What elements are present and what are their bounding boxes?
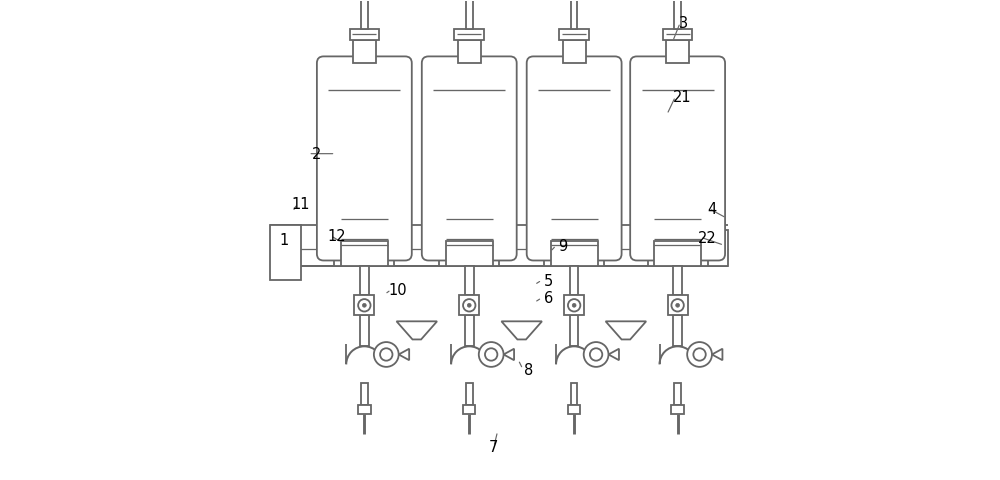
Bar bbox=[674, 383, 681, 406]
Polygon shape bbox=[712, 349, 722, 360]
Bar bbox=[358, 406, 371, 414]
Bar bbox=[361, 0, 368, 30]
Bar bbox=[341, 241, 388, 266]
Text: 22: 22 bbox=[698, 230, 717, 245]
Bar bbox=[559, 30, 589, 41]
Polygon shape bbox=[397, 322, 437, 340]
Text: 9: 9 bbox=[558, 238, 568, 253]
Bar bbox=[465, 316, 474, 347]
Circle shape bbox=[584, 342, 608, 367]
Bar bbox=[446, 241, 493, 266]
Bar bbox=[570, 316, 578, 347]
Bar bbox=[654, 241, 701, 266]
Circle shape bbox=[693, 348, 706, 361]
Bar bbox=[466, 0, 473, 30]
Bar bbox=[353, 41, 376, 64]
Bar bbox=[360, 316, 369, 347]
Bar bbox=[350, 30, 379, 41]
Circle shape bbox=[590, 348, 602, 361]
Bar bbox=[563, 41, 586, 64]
Text: 2: 2 bbox=[312, 147, 321, 162]
Bar bbox=[671, 406, 684, 414]
Polygon shape bbox=[608, 349, 619, 360]
Text: 6: 6 bbox=[544, 290, 553, 306]
Bar bbox=[458, 41, 481, 64]
Bar bbox=[463, 406, 475, 414]
Bar bbox=[334, 220, 394, 266]
Bar bbox=[551, 241, 598, 266]
Bar bbox=[361, 383, 368, 406]
Bar bbox=[568, 406, 580, 414]
Bar bbox=[571, 383, 577, 406]
Bar bbox=[544, 220, 604, 266]
Text: 8: 8 bbox=[524, 362, 533, 377]
Text: 11: 11 bbox=[291, 197, 310, 212]
FancyBboxPatch shape bbox=[527, 57, 622, 261]
Bar bbox=[439, 220, 499, 266]
FancyBboxPatch shape bbox=[422, 57, 517, 261]
Circle shape bbox=[568, 300, 580, 312]
Bar bbox=[466, 383, 473, 406]
Text: 10: 10 bbox=[388, 282, 407, 298]
Circle shape bbox=[687, 342, 712, 367]
Circle shape bbox=[463, 300, 475, 312]
Polygon shape bbox=[504, 349, 514, 360]
Text: 7: 7 bbox=[489, 440, 498, 455]
Bar bbox=[668, 296, 688, 316]
Polygon shape bbox=[606, 322, 646, 340]
Circle shape bbox=[362, 304, 366, 308]
Text: 21: 21 bbox=[673, 90, 691, 105]
Circle shape bbox=[358, 300, 371, 312]
FancyBboxPatch shape bbox=[630, 57, 725, 261]
Circle shape bbox=[380, 348, 392, 361]
Bar bbox=[571, 0, 577, 30]
Bar bbox=[270, 226, 301, 280]
Circle shape bbox=[676, 304, 680, 308]
FancyBboxPatch shape bbox=[317, 57, 412, 261]
Polygon shape bbox=[399, 349, 409, 360]
Bar bbox=[674, 0, 681, 30]
Bar bbox=[459, 296, 479, 316]
Circle shape bbox=[374, 342, 399, 367]
Bar bbox=[354, 296, 374, 316]
Bar bbox=[454, 30, 484, 41]
Polygon shape bbox=[501, 322, 542, 340]
Circle shape bbox=[572, 304, 576, 308]
Bar bbox=[564, 296, 584, 316]
Bar bbox=[697, 230, 728, 266]
Bar bbox=[570, 266, 578, 296]
Circle shape bbox=[479, 342, 504, 367]
Text: 5: 5 bbox=[544, 273, 553, 288]
Bar bbox=[666, 41, 689, 64]
Circle shape bbox=[671, 300, 684, 312]
Text: 1: 1 bbox=[280, 232, 289, 248]
Text: 12: 12 bbox=[328, 228, 346, 244]
Bar bbox=[465, 266, 474, 296]
Bar bbox=[663, 30, 692, 41]
Bar bbox=[360, 266, 369, 296]
Circle shape bbox=[467, 304, 471, 308]
Bar bbox=[673, 316, 682, 347]
Bar bbox=[648, 220, 708, 266]
Text: 4: 4 bbox=[708, 202, 717, 216]
Circle shape bbox=[485, 348, 497, 361]
Bar bbox=[673, 266, 682, 296]
Text: 3: 3 bbox=[679, 16, 688, 31]
